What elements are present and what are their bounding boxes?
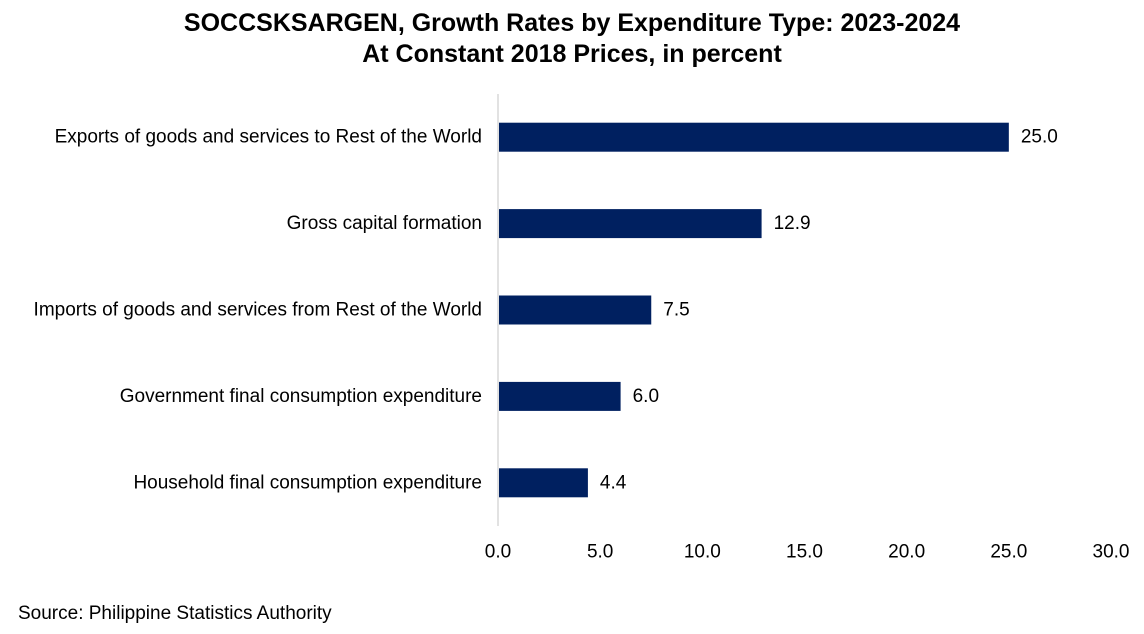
value-label: 7.5 bbox=[663, 300, 689, 321]
x-tick-label: 10.0 bbox=[684, 542, 721, 563]
source-note: Source: Philippine Statistics Authority bbox=[18, 603, 332, 624]
value-label: 12.9 bbox=[774, 213, 811, 234]
x-tick-label: 25.0 bbox=[990, 542, 1027, 563]
chart-title: SOCCSKSARGEN, Growth Rates by Expenditur… bbox=[183, 9, 961, 37]
value-label: 6.0 bbox=[633, 386, 659, 407]
x-tick-label: 0.0 bbox=[485, 542, 511, 563]
x-tick-label: 15.0 bbox=[786, 542, 823, 563]
x-tick-label: 5.0 bbox=[587, 542, 613, 563]
category-label: Imports of goods and services from Rest … bbox=[34, 300, 482, 321]
bar bbox=[499, 381, 621, 411]
value-label: 4.4 bbox=[600, 472, 627, 493]
category-label: Government final consumption expenditure bbox=[120, 386, 482, 407]
x-tick-label: 30.0 bbox=[1093, 542, 1130, 563]
category-labels-group: Exports of goods and services to Rest of… bbox=[34, 127, 482, 494]
x-tick-label: 20.0 bbox=[888, 542, 925, 563]
bar bbox=[499, 295, 652, 325]
chart-subtitle: At Constant 2018 Prices, in percent bbox=[362, 40, 782, 68]
value-labels-group: 25.0 12.9 7.5 6.0 4.4 bbox=[600, 127, 1058, 494]
bar bbox=[499, 468, 588, 498]
bars-group bbox=[499, 122, 1009, 498]
x-tick-labels-group: 0.0 5.0 10.0 15.0 20.0 25.0 30.0 bbox=[485, 542, 1130, 563]
value-label: 25.0 bbox=[1021, 127, 1058, 148]
bar bbox=[499, 209, 762, 239]
chart-title-block: SOCCSKSARGEN, Growth Rates by Expenditur… bbox=[0, 8, 1144, 70]
category-label: Gross capital formation bbox=[287, 213, 482, 234]
bar bbox=[499, 122, 1009, 152]
category-label: Exports of goods and services to Rest of… bbox=[55, 127, 482, 148]
category-label: Household final consumption expenditure bbox=[133, 472, 482, 493]
